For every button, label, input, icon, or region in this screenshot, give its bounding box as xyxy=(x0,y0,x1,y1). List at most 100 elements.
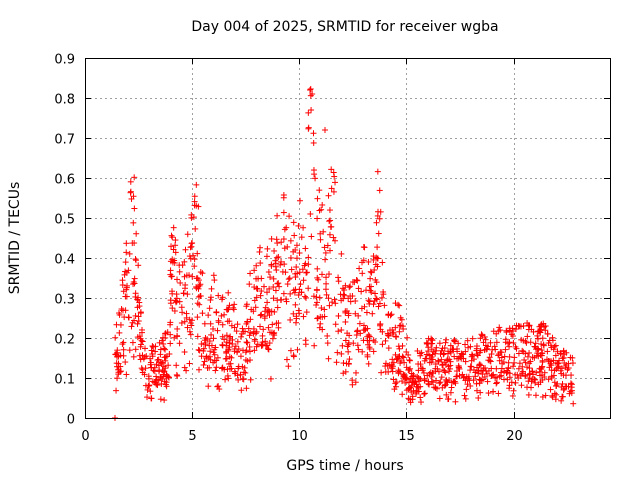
data-point xyxy=(526,349,533,356)
data-point xyxy=(231,370,238,377)
data-point xyxy=(176,340,183,347)
data-point xyxy=(238,333,245,340)
data-point xyxy=(392,351,399,358)
data-point xyxy=(417,350,424,357)
y-tick-label: 0.7 xyxy=(54,133,75,148)
data-point xyxy=(194,250,201,257)
data-point xyxy=(435,357,442,364)
data-point xyxy=(337,291,344,298)
data-point xyxy=(484,370,491,377)
data-point xyxy=(156,367,163,374)
data-point xyxy=(181,318,188,325)
data-point xyxy=(160,340,167,347)
data-point xyxy=(238,387,245,394)
data-point xyxy=(325,355,332,362)
data-point xyxy=(272,257,279,264)
data-point xyxy=(125,314,132,321)
data-point xyxy=(281,261,288,268)
data-point xyxy=(286,213,293,220)
data-point xyxy=(428,378,435,385)
data-point xyxy=(493,330,500,337)
data-point xyxy=(242,328,249,335)
data-point xyxy=(293,242,300,249)
data-point xyxy=(310,293,317,300)
data-point xyxy=(270,275,277,282)
data-point xyxy=(372,290,379,297)
data-point xyxy=(570,400,577,407)
data-point xyxy=(155,377,162,384)
data-point xyxy=(213,364,220,371)
data-point xyxy=(505,364,512,371)
data-point xyxy=(225,306,232,313)
data-point xyxy=(291,232,298,239)
data-point xyxy=(172,249,179,256)
data-point xyxy=(296,250,303,257)
data-point xyxy=(378,294,385,301)
data-point xyxy=(548,358,555,365)
data-point xyxy=(406,385,413,392)
data-point xyxy=(260,326,267,333)
data-point xyxy=(352,379,359,386)
data-point xyxy=(374,244,381,251)
data-point xyxy=(561,385,568,392)
data-point xyxy=(183,367,190,374)
data-point xyxy=(285,276,292,283)
data-point xyxy=(415,361,422,368)
data-point xyxy=(493,374,500,381)
data-point xyxy=(200,345,207,352)
data-point xyxy=(284,281,291,288)
data-point xyxy=(210,272,217,279)
data-point xyxy=(360,257,367,264)
data-point xyxy=(359,270,366,277)
data-point xyxy=(559,393,566,400)
data-point xyxy=(496,324,503,331)
data-point xyxy=(161,397,168,404)
data-point xyxy=(480,339,487,346)
data-point xyxy=(172,237,179,244)
data-point xyxy=(251,347,258,354)
data-point xyxy=(385,368,392,375)
data-point xyxy=(161,330,168,337)
data-point xyxy=(186,253,193,260)
data-point xyxy=(536,368,543,375)
data-point xyxy=(402,379,409,386)
data-point xyxy=(332,179,339,186)
data-point xyxy=(372,261,379,268)
data-point xyxy=(547,386,554,393)
data-point xyxy=(426,381,433,388)
data-point xyxy=(519,347,526,354)
data-point xyxy=(323,274,330,281)
data-point xyxy=(510,363,517,370)
data-point xyxy=(132,312,139,319)
data-point xyxy=(214,354,221,361)
data-point xyxy=(396,328,403,335)
data-point xyxy=(345,361,352,368)
data-point xyxy=(491,343,498,350)
data-point xyxy=(160,371,167,378)
data-point xyxy=(278,296,285,303)
data-point xyxy=(327,247,334,254)
data-point xyxy=(162,357,169,364)
data-point xyxy=(299,266,306,273)
data-point xyxy=(275,253,282,260)
data-point xyxy=(400,325,407,332)
data-point xyxy=(377,208,384,215)
data-point xyxy=(115,310,122,317)
data-point xyxy=(467,363,474,370)
data-point xyxy=(511,359,518,366)
data-point xyxy=(120,352,127,359)
data-point xyxy=(123,371,130,378)
data-point xyxy=(461,373,468,380)
data-point xyxy=(539,393,546,400)
data-point xyxy=(360,243,367,250)
data-point xyxy=(235,376,242,383)
data-point xyxy=(290,352,297,359)
data-point xyxy=(331,296,338,303)
data-point xyxy=(443,336,450,343)
data-point xyxy=(447,342,454,349)
data-point xyxy=(560,347,567,354)
data-point xyxy=(297,281,304,288)
data-point xyxy=(302,341,309,348)
data-point xyxy=(174,333,181,340)
data-point xyxy=(527,370,534,377)
